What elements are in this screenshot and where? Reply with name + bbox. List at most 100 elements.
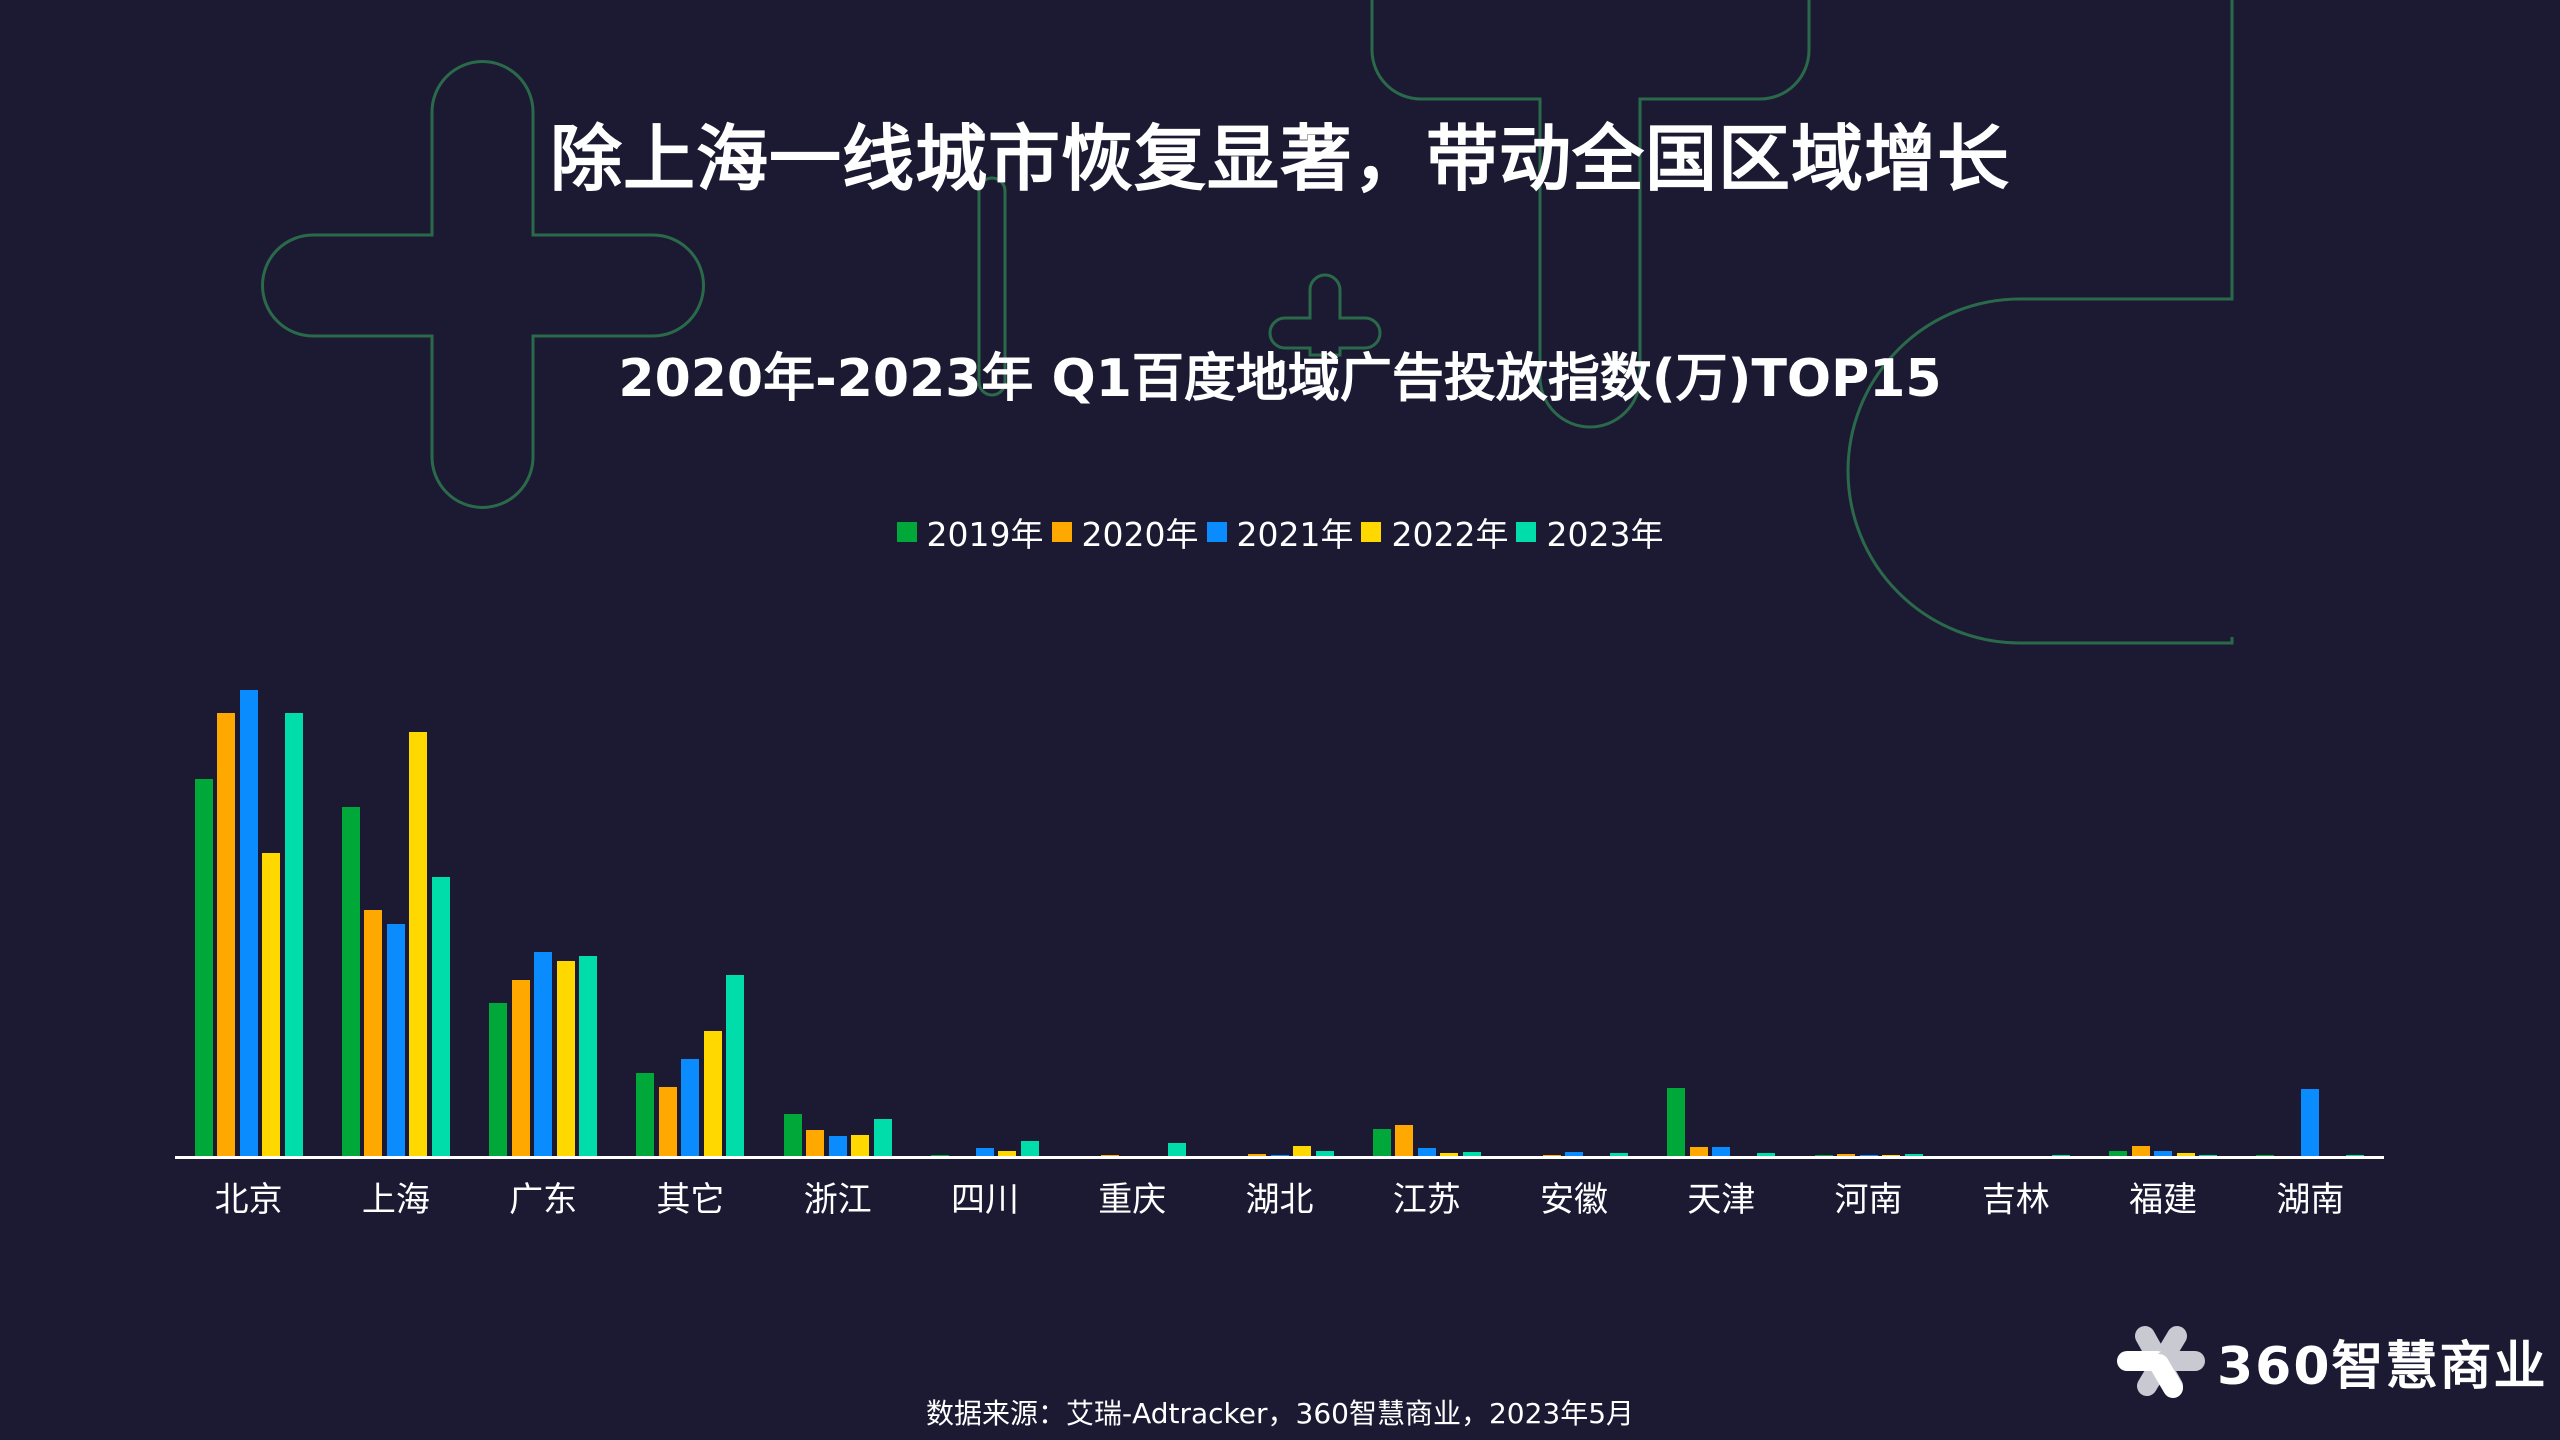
x-axis-labels: 北京 上海 广东 其它 浙江 四川 重庆 湖北 江苏 安徽 天津 河南 吉林 福建 湖南 (175, 1172, 2384, 1222)
bar[interactable] (2109, 1150, 2128, 1157)
bar[interactable] (364, 909, 383, 1157)
bar[interactable] (217, 713, 236, 1157)
bar-group (930, 600, 1039, 1157)
x-axis-category-label: 江苏 (1392, 1180, 1461, 1220)
bar-group (1961, 600, 2070, 1157)
bar[interactable] (1904, 1154, 1923, 1157)
legend-swatch-icon (1361, 522, 1382, 542)
bar[interactable] (2131, 1145, 2150, 1157)
bar[interactable] (1372, 1128, 1391, 1157)
bar[interactable] (783, 1114, 802, 1157)
bar[interactable] (2176, 1152, 2195, 1157)
legend-item-2020[interactable]: 2020年 (1051, 508, 1199, 556)
bar[interactable] (1440, 1152, 1459, 1157)
bar[interactable] (556, 960, 575, 1157)
bar[interactable] (341, 806, 360, 1157)
bar[interactable] (703, 1030, 722, 1157)
bar[interactable] (409, 732, 428, 1157)
bar[interactable] (1020, 1141, 1039, 1157)
bar[interactable] (511, 979, 530, 1157)
bar[interactable] (975, 1148, 994, 1157)
bar-group (1520, 600, 1629, 1157)
bar[interactable] (1315, 1150, 1334, 1157)
bar-group (1372, 600, 1481, 1157)
x-axis-line (175, 1156, 2384, 1159)
bar-group (1667, 600, 1776, 1157)
bar[interactable] (851, 1135, 870, 1157)
bar-group (1078, 600, 1187, 1157)
legend-label: 2022年 (1391, 515, 1509, 554)
bar[interactable] (489, 1002, 508, 1157)
bar[interactable] (1712, 1147, 1731, 1157)
bar[interactable] (284, 713, 303, 1157)
legend-item-2021[interactable]: 2021年 (1206, 508, 1354, 556)
bar-group (2109, 600, 2218, 1157)
bar[interactable] (1293, 1145, 1311, 1157)
bar[interactable] (262, 853, 281, 1157)
chart-title: 2020年-2023年 Q1百度地域广告投放指数(万)TOP15 (618, 349, 1942, 409)
legend-label: 2023年 (1546, 515, 1664, 554)
bar-group (636, 600, 745, 1157)
legend-swatch-icon (1516, 522, 1537, 542)
x-axis-category-label: 广东 (509, 1180, 578, 1220)
bar[interactable] (579, 956, 598, 1157)
x-axis-category-label: 福建 (2129, 1180, 2198, 1220)
data-source-note: 数据来源：艾瑞-Adtracker，360智慧商业，2023年5月 (925, 1397, 1635, 1430)
bar[interactable] (1248, 1154, 1266, 1157)
bar-group (1814, 600, 1923, 1157)
bar[interactable] (828, 1136, 847, 1157)
x-axis-category-label: 浙江 (803, 1180, 872, 1220)
bar[interactable] (2154, 1150, 2173, 1157)
bar[interactable] (1689, 1147, 1708, 1157)
bar[interactable] (239, 690, 258, 1157)
x-axis-category-label: 北京 (214, 1180, 283, 1220)
bar-group (194, 600, 303, 1157)
bar-group (341, 600, 450, 1157)
bar[interactable] (1837, 1154, 1856, 1157)
bar[interactable] (431, 876, 450, 1157)
x-axis-category-label: 其它 (656, 1180, 725, 1220)
bar[interactable] (1667, 1087, 1686, 1157)
legend-label: 2019年 (926, 515, 1044, 554)
legend-swatch-icon (1051, 522, 1072, 542)
x-axis-category-label: 吉林 (1981, 1180, 2050, 1220)
bar[interactable] (636, 1072, 655, 1157)
bar[interactable] (194, 778, 213, 1157)
legend-item-2019[interactable]: 2019年 (896, 508, 1044, 556)
bar-chart-plot-area (175, 600, 2384, 1157)
bar[interactable] (1462, 1151, 1481, 1157)
x-axis-category-label: 湖南 (2276, 1180, 2345, 1220)
bar[interactable] (1565, 1151, 1584, 1157)
bar-group (2256, 600, 2365, 1157)
bar[interactable] (534, 951, 553, 1157)
legend-swatch-icon (896, 522, 917, 542)
bar[interactable] (1417, 1148, 1436, 1157)
bar[interactable] (873, 1119, 892, 1157)
360-pinwheel-icon (2117, 1326, 2205, 1398)
bar[interactable] (998, 1150, 1017, 1157)
bar[interactable] (1395, 1124, 1414, 1157)
x-axis-category-label: 四川 (950, 1180, 1019, 1220)
legend-swatch-icon (1206, 522, 1227, 542)
brand-logo-text: 360智慧商业 (2217, 1336, 2548, 1397)
bar[interactable] (658, 1086, 677, 1157)
x-axis-category-label: 湖北 (1245, 1180, 1314, 1220)
bar[interactable] (386, 923, 405, 1157)
bar-group (489, 600, 598, 1157)
legend-item-2022[interactable]: 2022年 (1361, 508, 1508, 556)
brand-logo: 360智慧商业 (2115, 1318, 2548, 1404)
bar[interactable] (2301, 1088, 2320, 1157)
bar[interactable] (726, 974, 745, 1157)
x-axis-category-label: 河南 (1834, 1180, 1903, 1220)
x-axis-category-label: 天津 (1687, 1180, 1756, 1220)
legend-label: 2020年 (1081, 515, 1199, 554)
bar[interactable] (1168, 1143, 1187, 1157)
bar[interactable] (681, 1058, 700, 1157)
legend-label: 2021年 (1236, 515, 1354, 554)
chart-legend: 2019年 2020年 2021年 2022年 2023年 (0, 508, 2560, 556)
legend-item-2023[interactable]: 2023年 (1516, 508, 1663, 556)
bar[interactable] (806, 1129, 825, 1157)
bar[interactable] (1757, 1152, 1776, 1157)
page-title: 除上海一线城市恢复显著，带动全国区域增长 (549, 117, 2010, 201)
bar[interactable] (1610, 1152, 1629, 1157)
